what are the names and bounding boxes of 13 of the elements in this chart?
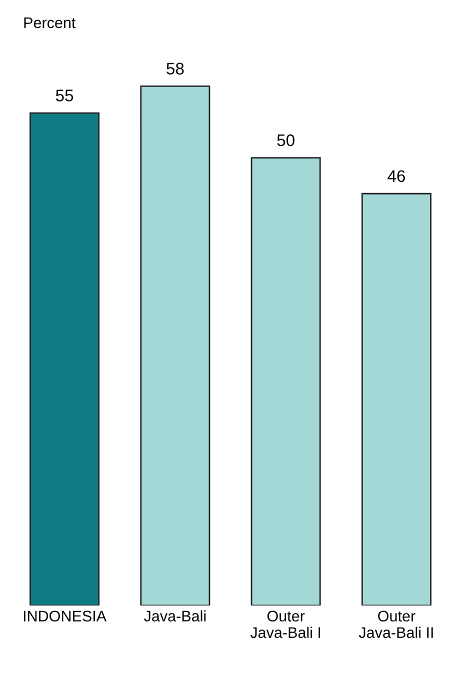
bar (361, 192, 432, 606)
x-tick-label: Outer Java-Bali II (358, 610, 433, 638)
x-tick-label: Java-Bali (144, 610, 206, 622)
data-label: 55 (56, 90, 74, 102)
y-axis-title: Percent (24, 18, 76, 28)
data-label: 58 (166, 62, 184, 75)
x-tick-label: INDONESIA (24, 610, 107, 622)
data-label: 50 (277, 134, 294, 146)
data-label: 46 (388, 170, 405, 182)
x-tick-label: Outer Java-Bali I (250, 610, 320, 638)
bar (250, 157, 321, 606)
bar (30, 112, 100, 606)
bar (140, 86, 210, 606)
